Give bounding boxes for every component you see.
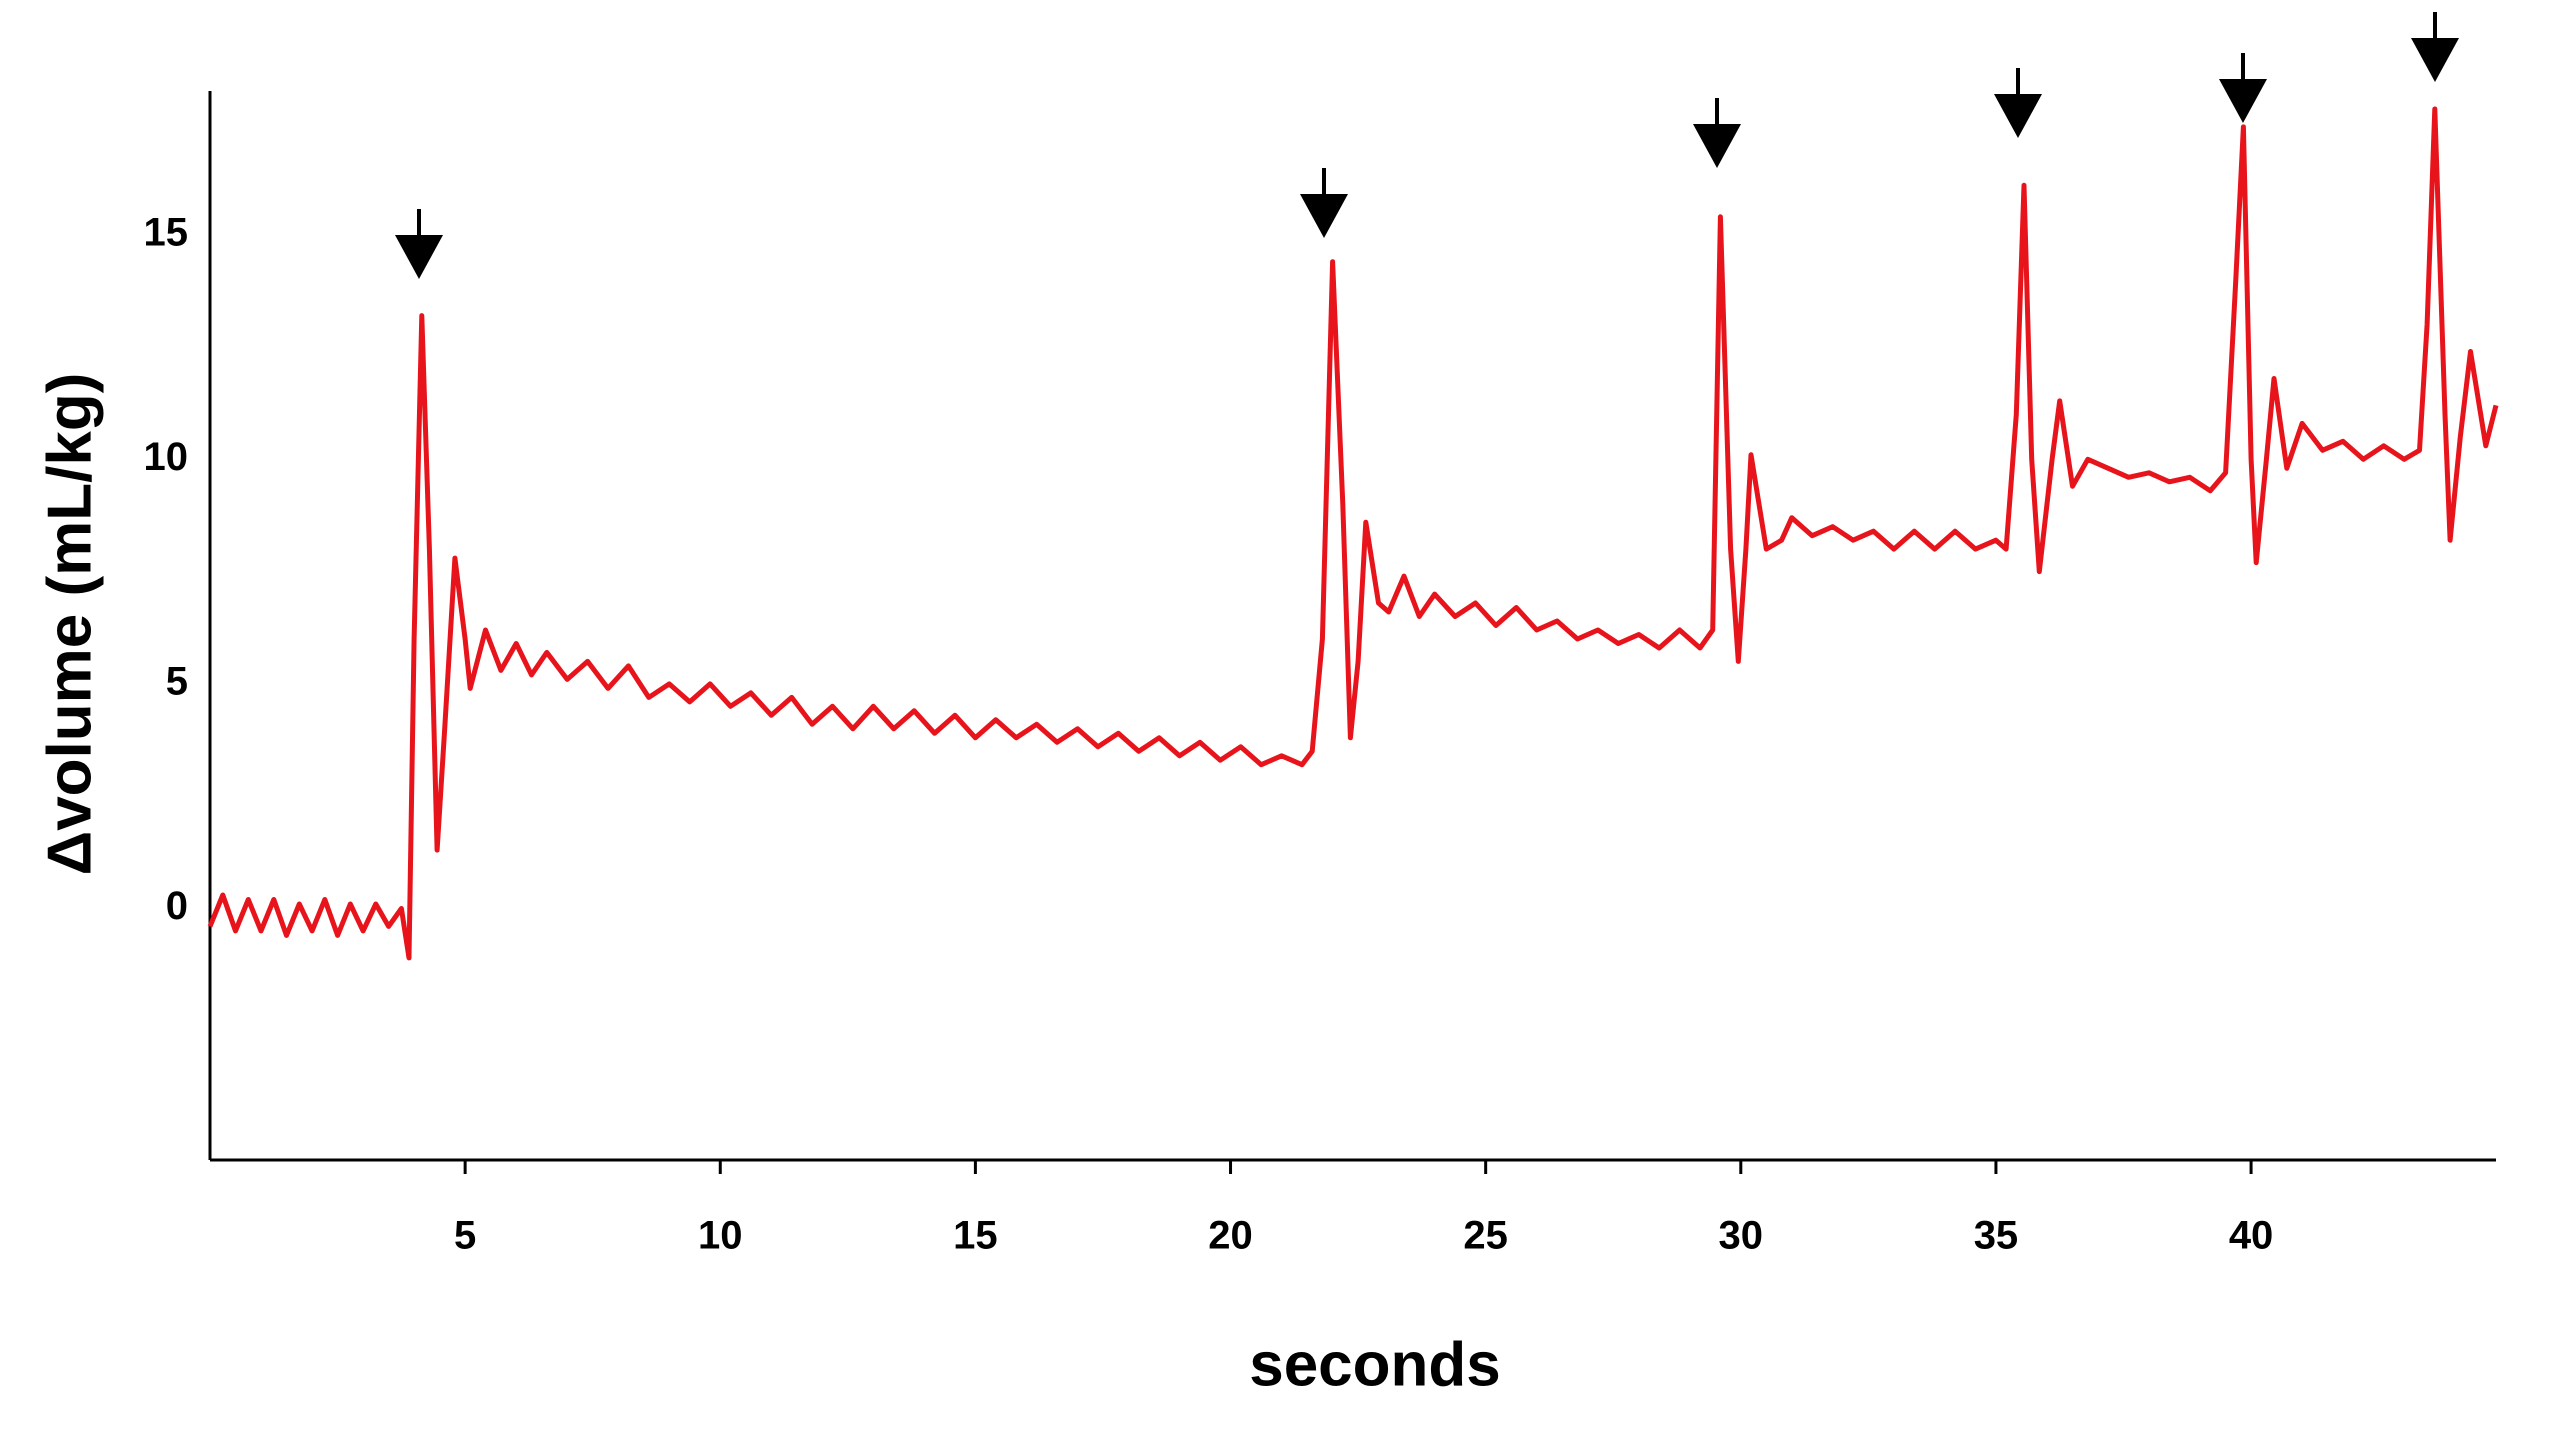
- y-tick-label: 10: [144, 435, 189, 479]
- x-tick-label: 20: [1208, 1214, 1253, 1258]
- y-tick-label: 15: [144, 210, 189, 254]
- arrow: [1693, 98, 1741, 168]
- x-tick-label: 40: [2229, 1214, 2274, 1258]
- y-tick-label: 5: [166, 659, 188, 703]
- arrow: [1300, 168, 1348, 238]
- data-line: [207, 106, 2499, 961]
- x-tick-label: 35: [1974, 1214, 2019, 1258]
- arrow: [2411, 12, 2459, 82]
- y-axis-title: Δvolume (mL/kg): [35, 373, 104, 876]
- x-tick-label: 10: [698, 1214, 743, 1258]
- x-tick-label: 5: [454, 1214, 476, 1258]
- arrow: [2219, 53, 2267, 123]
- x-tick-label: 30: [1719, 1214, 1764, 1258]
- x-tick-label: 25: [1463, 1214, 1508, 1258]
- y-tick-label: 0: [166, 884, 188, 928]
- arrow: [395, 209, 443, 279]
- arrows: [395, 12, 2459, 279]
- x-axis-title: seconds: [1249, 1330, 1501, 1399]
- x-tick-label: 15: [953, 1214, 998, 1258]
- arrow: [1994, 68, 2042, 138]
